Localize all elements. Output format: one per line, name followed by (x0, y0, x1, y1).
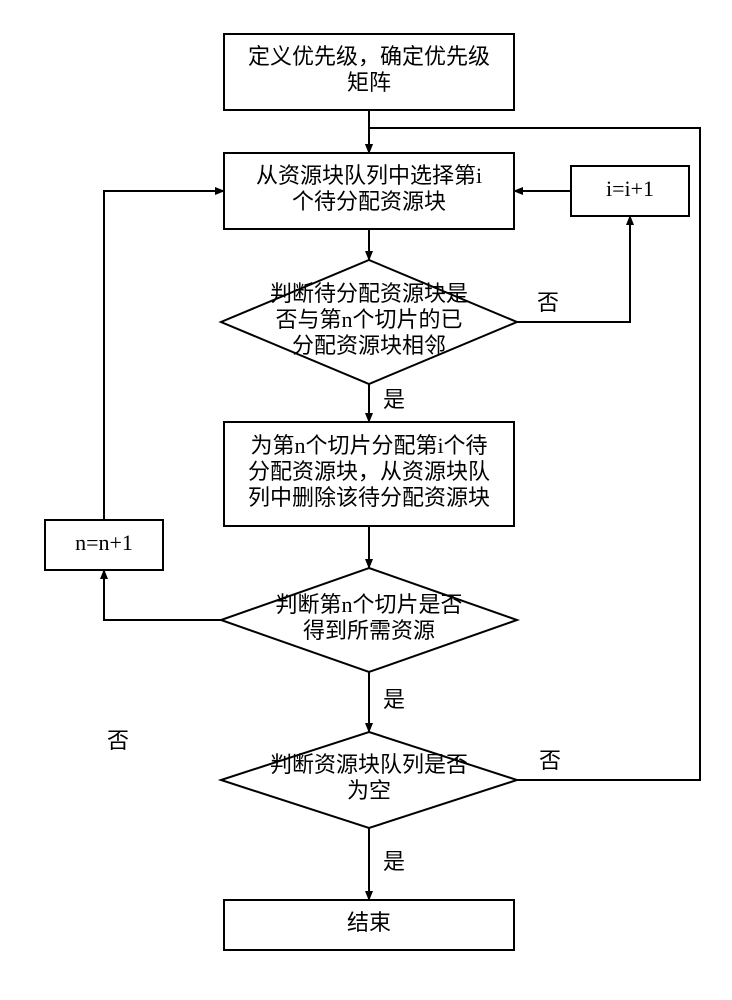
edge-label: 是 (383, 849, 405, 874)
node-end: 结束 (224, 900, 514, 950)
node-d2: 判断第n个切片是否得到所需资源 (221, 568, 517, 672)
edge-9 (104, 191, 224, 520)
edge-8 (104, 570, 221, 620)
node-d3: 判断资源块队列是否为空 (221, 732, 517, 828)
node-text: 判断第n个切片是否得到所需资源 (275, 592, 462, 643)
node-text: 结束 (347, 910, 391, 935)
node-text: n=n+1 (75, 530, 133, 555)
edge-label: 否 (539, 748, 561, 773)
edge-label: 是 (383, 387, 405, 412)
node-text: 判断待分配资源块是否与第n个切片的已分配资源块相邻 (270, 281, 468, 358)
edge-label: 否 (537, 290, 559, 315)
node-inc_n: n=n+1 (45, 520, 163, 570)
node-inc_i: i=i+1 (571, 166, 689, 216)
node-d1: 判断待分配资源块是否与第n个切片的已分配资源块相邻 (221, 260, 517, 384)
edge-6 (517, 216, 630, 322)
edge-label: 是 (383, 687, 405, 712)
edge-label: 否 (107, 728, 129, 753)
node-text: 为第n个切片分配第i个待分配资源块，从资源块队列中删除该待分配资源块 (248, 433, 490, 510)
node-start: 定义优先级，确定优先级矩阵 (224, 34, 514, 110)
node-text: i=i+1 (606, 176, 654, 201)
node-assign: 为第n个切片分配第i个待分配资源块，从资源块队列中删除该待分配资源块 (224, 422, 514, 526)
node-select: 从资源块队列中选择第i个待分配资源块 (224, 153, 514, 229)
flowchart-canvas: 定义优先级，确定优先级矩阵从资源块队列中选择第i个待分配资源块 i=i+1 判断待分… (0, 0, 732, 1000)
